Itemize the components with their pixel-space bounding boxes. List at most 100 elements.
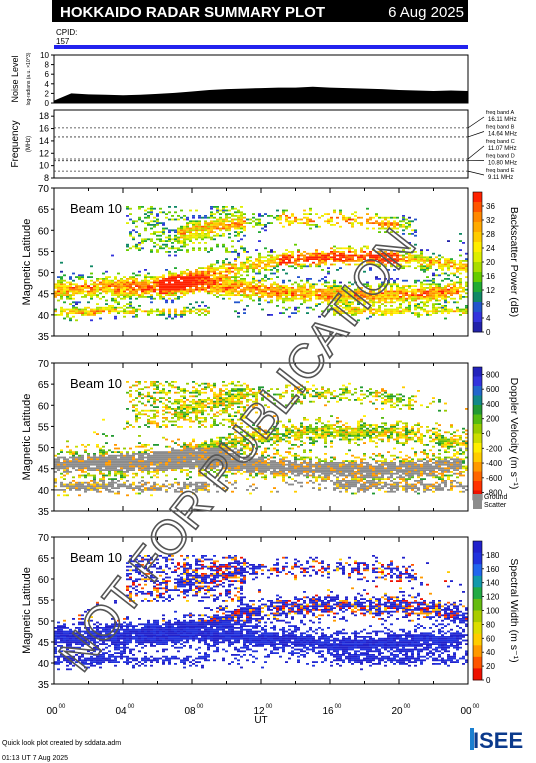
power-ytick-label: 45	[38, 290, 50, 301]
power-colorbar-swatch	[473, 212, 482, 223]
power-colorbar-swatch	[473, 292, 482, 303]
width-ytick-label: 45	[38, 638, 50, 649]
frequency-ylabel-sub: (MHz)	[26, 136, 32, 152]
power-ytick-label: 70	[38, 184, 50, 195]
velocity-colorbar-swatch	[473, 395, 482, 406]
ut-tick-label: 04	[115, 706, 127, 717]
logo-text: ISEE	[473, 728, 523, 753]
velocity-ytick-label: 35	[38, 507, 50, 518]
cpid-value: 157	[56, 37, 70, 46]
width-beam-label: Beam 10	[70, 550, 122, 565]
power-colorbar-swatch	[473, 272, 482, 283]
velocity-colorbar-swatch	[473, 462, 482, 472]
ut-tick-minutes: 00	[473, 704, 480, 710]
velocity-colorbar-swatch	[473, 376, 482, 387]
ut-tick-label: 00	[460, 706, 472, 717]
power-ytick-label: 60	[38, 226, 50, 237]
velocity-colorbar-swatch	[473, 433, 482, 444]
frequency-ytick-label: 10	[39, 161, 49, 171]
velocity-colorbar-label: 0	[486, 430, 491, 439]
width-ylabel: Magnetic Latitude	[21, 567, 33, 654]
velocity-colorbar-swatch	[473, 405, 482, 415]
ut-tick-minutes: 00	[128, 704, 135, 710]
frequency-ytick-label: 8	[44, 173, 49, 183]
width-cells	[54, 555, 468, 671]
frequency-ylabel: Frequency	[10, 120, 21, 167]
power-colorbar-label: 20	[486, 258, 495, 267]
width-colorbar-label: 60	[486, 634, 495, 643]
noise-ytick-label: 6	[45, 70, 50, 79]
frequency-band-name: freq band E	[486, 168, 515, 174]
title-bar	[52, 0, 468, 22]
power-ytick-label: 35	[38, 332, 50, 343]
width-ytick-label: 70	[38, 533, 50, 544]
ut-tick-label: 08	[184, 706, 196, 717]
width-colorbar-label: 140	[486, 579, 500, 588]
width-colorbar-label: 40	[486, 648, 495, 657]
noise-ylabel: Noise Level	[10, 55, 20, 102]
frequency-lines	[54, 127, 468, 172]
velocity-ytick-label: 65	[38, 380, 50, 391]
velocity-colorbar-label: -600	[486, 474, 503, 483]
ut-axis-label: UT	[254, 715, 267, 726]
velocity-cells	[54, 381, 468, 497]
ut-tick-minutes: 00	[266, 704, 273, 710]
power-colorbar-swatch	[473, 302, 482, 313]
velocity-ytick-label: 40	[38, 486, 50, 497]
width-colorbar-title: Spectral Width (m s⁻¹)	[508, 558, 520, 662]
width-ytick-label: 35	[38, 680, 50, 691]
width-colorbar-label: 120	[486, 593, 500, 602]
power-colorbar-label: 36	[486, 202, 495, 211]
frequency-frame	[53, 109, 469, 179]
velocity-colorbar-label: -400	[486, 459, 503, 468]
velocity-ytick-label: 55	[38, 422, 50, 433]
width-ytick-label: 65	[38, 554, 50, 565]
width-ytick-label: 50	[38, 617, 50, 628]
frequency-band-leader	[467, 170, 485, 176]
frequency-band-name: freq band C	[486, 139, 515, 145]
power-colorbar-title: Backscatter Power (dB)	[508, 207, 520, 317]
velocity-beam-label: Beam 10	[70, 376, 122, 391]
width-colorbar-swatch	[473, 668, 482, 681]
power-colorbar-label: 8	[486, 300, 491, 309]
cpid-bar	[54, 45, 468, 49]
power-colorbar-label: 12	[486, 286, 495, 295]
power-ytick-label: 65	[38, 205, 50, 216]
width-colorbar-swatch	[473, 564, 482, 577]
velocity-colorbar-swatch	[473, 424, 482, 434]
ut-tick-label: 12	[253, 706, 265, 717]
frequency-y-ticks: 8 10 12 14 16 18	[39, 111, 54, 183]
plot-title: HOKKAIDO RADAR SUMMARY PLOT	[60, 4, 325, 21]
ut-tick-minutes: 00	[59, 704, 66, 710]
width-colorbar-swatch	[473, 587, 482, 600]
power-ylabel: Magnetic Latitude	[21, 219, 33, 306]
frequency-band-name: freq band D	[486, 154, 515, 160]
ground-scatter-label: Scatter	[484, 502, 507, 509]
velocity-colorbar-label: 600	[486, 385, 500, 394]
ut-tick-minutes: 00	[335, 704, 342, 710]
noise-ylabel-sub: log-radians (a.u. ×10^3)	[26, 52, 32, 105]
velocity-ylabel: Magnetic Latitude	[21, 394, 33, 481]
power-colorbar-swatch	[473, 262, 482, 273]
noise-ytick-label: 2	[45, 89, 50, 98]
power-colorbar-swatch	[473, 252, 482, 263]
frequency-ytick-label: 16	[39, 124, 49, 134]
frequency-band-value: 10.80 MHz	[488, 161, 517, 167]
power-colorbar-label: 16	[486, 272, 495, 281]
ground-scatter-label: Ground	[484, 494, 507, 501]
width-colorbar-label: 180	[486, 551, 500, 560]
power-colorbar-swatch	[473, 322, 482, 333]
velocity-panel: 35 40 45 50 55 60 65 70 Magnetic Latitude Beam 10…	[21, 359, 520, 518]
plot-date: 6 Aug 2025	[388, 4, 464, 21]
ut-tick-label: 00	[46, 706, 58, 717]
width-ytick-label: 55	[38, 596, 50, 607]
power-colorbar-swatch	[473, 282, 482, 293]
velocity-colorbar-swatch	[473, 471, 482, 482]
noise-ytick-label: 4	[45, 80, 50, 89]
frequency-ytick-label: 14	[39, 136, 49, 146]
width-colorbar-label: 160	[486, 565, 500, 574]
